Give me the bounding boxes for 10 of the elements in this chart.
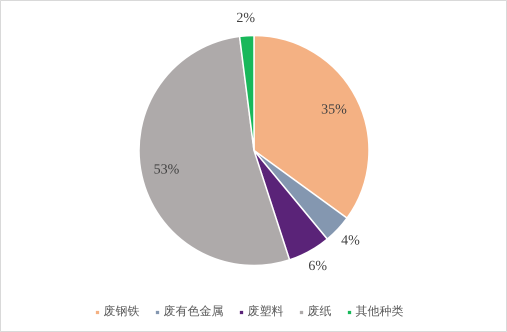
- legend-label: 废纸: [308, 303, 332, 320]
- legend-label: 废有色金属: [164, 303, 224, 320]
- data-label: 4%: [341, 234, 360, 249]
- data-label: 53%: [154, 162, 180, 178]
- legend-label: 其他种类: [356, 303, 404, 320]
- legend-label: 废钢铁: [104, 303, 140, 320]
- data-label: 6%: [308, 258, 328, 274]
- data-label: 2%: [236, 11, 256, 26]
- data-label: 35%: [321, 102, 348, 118]
- legend-label: 废塑料: [248, 303, 284, 320]
